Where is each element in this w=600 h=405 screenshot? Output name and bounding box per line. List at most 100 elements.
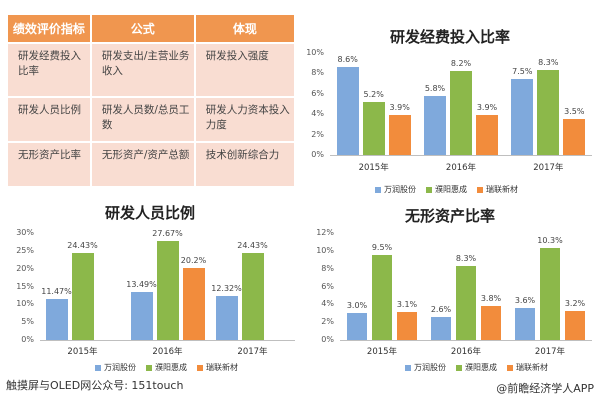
data-label: 2.6% [430, 304, 452, 314]
data-label: 9.5% [371, 243, 393, 253]
y-tick-label: 4% [311, 109, 324, 119]
data-label: 24.43% [237, 240, 268, 250]
data-label: 3.8% [480, 294, 502, 304]
legend-swatch-icon [146, 364, 152, 371]
legend-item: 万润股份 [405, 362, 446, 373]
legend-swatch-icon [375, 186, 381, 193]
x-tick-label: 2016年 [152, 347, 183, 357]
y-tick-label: 0% [21, 335, 34, 344]
bar-瑞联新材 [182, 267, 205, 340]
data-label: 8.3% [455, 253, 477, 263]
indicator-table: 绩效评价指标 公式 体现 研发经费投入比率 研发支出/主营业务收入 研发投入强度… [8, 15, 294, 186]
data-label: 3.9% [389, 103, 410, 113]
bar-濮阳惠成 [71, 252, 94, 340]
chart-legend: 万润股份 濮阳惠成 瑞联新材 [405, 362, 548, 373]
table-cell: 研发人员比例 [8, 96, 92, 142]
y-tick-label: 10% [306, 48, 324, 57]
data-label: 3.6% [514, 295, 536, 305]
bar-濮阳惠成 [372, 255, 392, 340]
x-axis-line [340, 340, 592, 341]
bar-濮阳惠成 [540, 248, 560, 340]
y-tick-label: 8% [321, 263, 334, 273]
table-header-row: 绩效评价指标 公式 体现 [8, 15, 294, 43]
data-label: 20.2% [180, 255, 207, 265]
data-label: 3.1% [396, 300, 418, 310]
x-tick-label: 2016年 [445, 163, 477, 173]
bar-万润股份 [431, 316, 451, 340]
bar-瑞联新材 [388, 115, 411, 155]
bar-濮阳惠成 [156, 241, 179, 340]
legend-label: 万润股份 [414, 363, 446, 372]
legend-label: 瑞联新材 [516, 363, 548, 372]
data-label: 11.47% [41, 287, 72, 297]
y-tick-label: 2% [321, 317, 334, 327]
bar-万润股份 [347, 313, 367, 340]
chart-title: 研发人员比例 [104, 204, 195, 222]
table-cell: 研发投入强度 [194, 42, 294, 97]
data-label: 8.2% [450, 59, 472, 69]
table-cell: 研发人员数/总员工数 [90, 96, 196, 142]
legend-item: 万润股份 [95, 362, 136, 373]
legend-swatch-icon [477, 186, 483, 193]
legend-item: 万润股份 [375, 184, 416, 195]
bar-万润股份 [45, 299, 68, 340]
legend-item: 濮阳惠成 [146, 362, 187, 373]
chart-title: 无形资产比率 [404, 207, 495, 225]
x-tick-label: 2017年 [237, 347, 268, 357]
data-label: 7.5% [512, 66, 533, 76]
footer-wechat-account: 触摸屏与OLED网公众号: 151touch [6, 379, 184, 392]
x-tick-label: 2016年 [450, 347, 482, 357]
table-cell: 研发支出/主营业务收入 [90, 42, 196, 97]
bar-万润股份 [215, 296, 238, 340]
x-tick-label: 2017年 [534, 347, 566, 357]
x-tick-label: 2017年 [533, 163, 564, 173]
y-tick-label: 6% [311, 88, 324, 98]
bar-瑞联新材 [397, 312, 417, 340]
y-tick-label: 20% [16, 263, 34, 273]
bar-瑞联新材 [563, 119, 586, 155]
header-meaning: 体现 [194, 15, 294, 43]
legend-item: 瑞联新材 [477, 184, 518, 195]
header-indicator: 绩效评价指标 [8, 15, 92, 43]
y-tick-label: 6% [321, 281, 334, 291]
data-label: 3.5% [564, 107, 585, 117]
data-label: 8.3% [538, 58, 559, 68]
data-label: 5.8% [424, 83, 446, 93]
table-cell: 研发人力资本投入力度 [194, 96, 294, 142]
x-axis-line [330, 155, 592, 156]
y-tick-label: 0% [321, 335, 334, 344]
legend-label: 濮阳惠成 [435, 185, 467, 194]
table-cell: 技术创新综合力 [194, 141, 294, 186]
y-tick-label: 2% [311, 129, 324, 139]
table-cell: 研发经费投入比率 [8, 42, 92, 97]
data-label: 3.2% [564, 299, 586, 309]
table-cell: 无形资产比率 [8, 141, 92, 186]
legend-label: 瑞联新材 [486, 185, 518, 194]
bar-濮阳惠成 [450, 71, 472, 155]
legend-swatch-icon [95, 364, 101, 371]
legend-label: 濮阳惠成 [465, 363, 497, 372]
data-label: 10.3% [537, 236, 563, 246]
data-label: 27.67% [152, 229, 183, 239]
data-label: 13.49% [126, 279, 157, 289]
legend-label: 濮阳惠成 [155, 363, 187, 372]
legend-item: 濮阳惠成 [456, 362, 497, 373]
x-axis-line [40, 340, 295, 341]
table-row: 无形资产比率 无形资产/资产总额 技术创新综合力 [8, 141, 294, 186]
y-tick-label: 30% [16, 228, 34, 237]
bar-瑞联新材 [481, 306, 501, 340]
bar-濮阳惠成 [537, 70, 560, 155]
y-tick-label: 10% [316, 245, 334, 255]
bar-濮阳惠成 [241, 252, 264, 340]
x-tick-label: 2015年 [358, 163, 389, 173]
chart-title: 研发经费投入比率 [389, 28, 510, 46]
y-tick-label: 8% [311, 68, 324, 78]
footer-source-credit: @前瞻经济学人APP [496, 382, 594, 395]
legend-label: 万润股份 [104, 363, 136, 372]
bar-万润股份 [130, 291, 153, 340]
data-label: 8.6% [337, 55, 358, 65]
table-cell: 无形资产/资产总额 [90, 141, 196, 186]
data-label: 3.9% [476, 103, 498, 113]
table-row: 研发人员比例 研发人员数/总员工数 研发人力资本投入力度 [8, 96, 294, 142]
bar-万润股份 [424, 95, 446, 155]
